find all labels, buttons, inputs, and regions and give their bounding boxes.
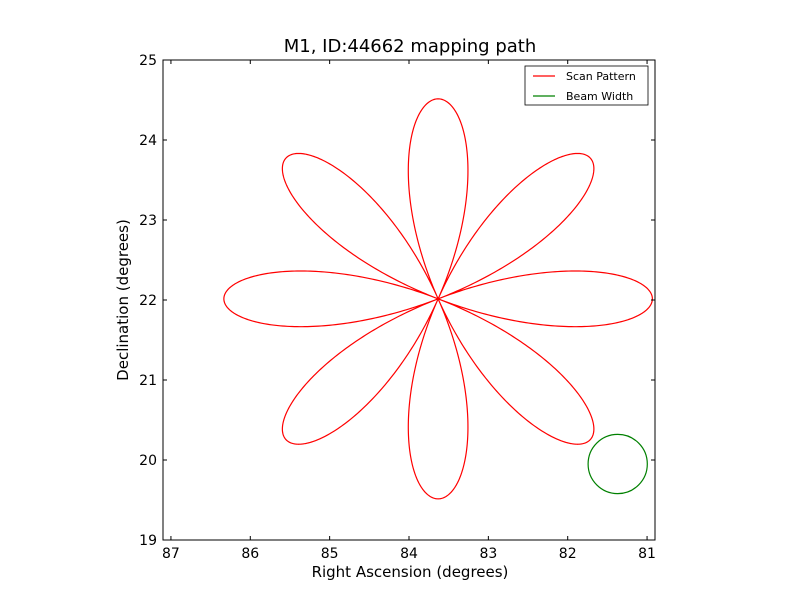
series-layer [223, 98, 653, 500]
y-tick-label: 21 [139, 373, 157, 389]
legend: Scan Pattern Beam Width [524, 65, 649, 106]
y-tick-label: 24 [139, 133, 157, 149]
x-tick-label: 87 [162, 546, 180, 562]
y-tick-label: 25 [139, 53, 157, 69]
plot-area: 87 86 85 84 83 82 81 19 20 21 22 23 24 25 [139, 53, 656, 562]
x-tick-label: 81 [638, 546, 656, 562]
x-axis: 87 86 85 84 83 82 81 [162, 60, 656, 562]
x-tick-label: 86 [241, 546, 259, 562]
legend-label-beam-width: Beam Width [566, 90, 633, 103]
y-tick-label: 22 [139, 293, 157, 309]
y-tick-label: 23 [139, 213, 157, 229]
x-axis-label: Right Ascension (degrees) [312, 563, 509, 581]
y-axis-label: Declination (degrees) [114, 219, 132, 381]
x-tick-label: 83 [479, 546, 497, 562]
x-tick-label: 85 [321, 546, 339, 562]
y-axis: 19 20 21 22 23 24 25 [139, 53, 655, 549]
chart-title: M1, ID:44662 mapping path [284, 36, 537, 57]
legend-label-scan-pattern: Scan Pattern [566, 70, 636, 83]
series-scan-pattern-line [223, 98, 653, 500]
legend-box [524, 65, 649, 106]
x-tick-label: 84 [400, 546, 418, 562]
y-tick-label: 19 [139, 533, 157, 549]
x-tick-label: 82 [559, 546, 577, 562]
y-tick-label: 20 [139, 453, 157, 469]
series-beam-width-circle [587, 433, 648, 495]
